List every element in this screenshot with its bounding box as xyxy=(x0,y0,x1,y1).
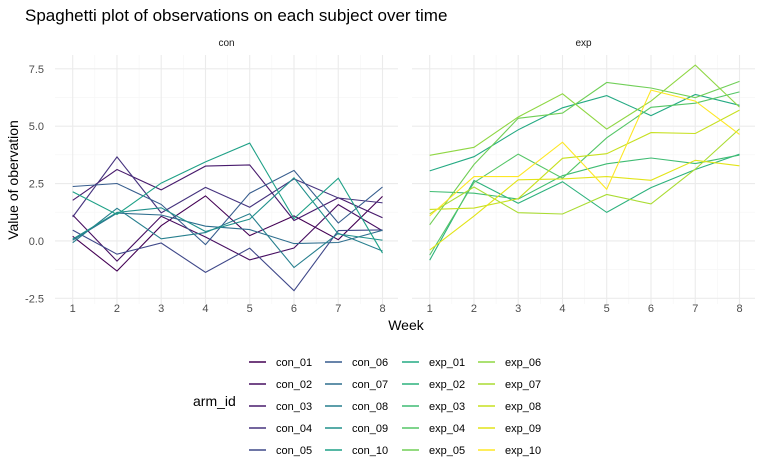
legend-item-exp-03: exp_03 xyxy=(402,401,465,413)
x-tick-label: 4 xyxy=(559,303,565,315)
legend-item-con-10: con_10 xyxy=(325,445,388,457)
panel-background xyxy=(55,55,398,304)
series-line-con-06 xyxy=(72,169,383,246)
x-tick-label: 8 xyxy=(736,303,742,315)
legend-title: arm_id xyxy=(193,393,236,409)
legend-item-con-05: con_05 xyxy=(249,445,312,457)
x-tick-label: 3 xyxy=(158,303,164,315)
x-tick-label: 5 xyxy=(247,303,253,315)
legend-label: exp_08 xyxy=(505,401,541,413)
series-line-exp-10 xyxy=(429,89,740,217)
legend-label: con_01 xyxy=(276,357,312,369)
y-axis-title: Value of obervation xyxy=(5,120,21,240)
legend-label: exp_03 xyxy=(429,401,465,413)
y-tick-label: 2.5 xyxy=(29,179,44,191)
facet-panel-exp: exp 1 2 3 4 5 6 7 8 xyxy=(412,38,755,315)
series-line-exp-04 xyxy=(429,91,740,256)
legend-item-exp-02: exp_02 xyxy=(402,379,465,391)
legend-label: con_08 xyxy=(352,401,388,413)
legend-label: con_06 xyxy=(352,357,388,369)
y-axis-tick-labels: -2.5 0.0 2.5 5.0 7.5 xyxy=(25,64,44,305)
x-axis-title: Week xyxy=(388,317,425,333)
y-tick-label: 0.0 xyxy=(29,236,44,248)
series-line-con-04 xyxy=(72,155,383,218)
x-tick-label: 8 xyxy=(379,303,385,315)
legend-label: con_03 xyxy=(276,401,312,413)
facet-panels: con 1 2 3 4 5 6 7 8 exp 1 2 3 4 5 6 7 8 xyxy=(55,38,755,315)
legend-item-con-02: con_02 xyxy=(249,379,312,391)
legend-label: exp_07 xyxy=(505,379,541,391)
legend-item-con-07: con_07 xyxy=(325,379,388,391)
facet-panel-con: con 1 2 3 4 5 6 7 8 xyxy=(55,38,398,315)
legend-item-exp-06: exp_06 xyxy=(478,357,541,369)
legend-label: con_07 xyxy=(352,379,388,391)
legend-item-exp-04: exp_04 xyxy=(402,423,465,435)
x-tick-label: 6 xyxy=(648,303,654,315)
legend-label: exp_04 xyxy=(429,423,465,435)
facet-strip-label: con xyxy=(218,38,234,49)
series-line-con-03 xyxy=(72,164,383,222)
legend-item-exp-10: exp_10 xyxy=(478,445,541,457)
legend-label: con_02 xyxy=(276,379,312,391)
legend-label: exp_02 xyxy=(429,379,465,391)
x-tick-label: 1 xyxy=(427,303,433,315)
legend-label: con_10 xyxy=(352,445,388,457)
legend-label: con_04 xyxy=(276,423,312,435)
series-line-exp-02 xyxy=(429,153,740,261)
legend-item-con-03: con_03 xyxy=(249,401,312,413)
legend-item-exp-07: exp_07 xyxy=(478,379,541,391)
x-tick-label: 5 xyxy=(604,303,610,315)
series-line-con-01 xyxy=(72,195,383,272)
y-tick-label: -2.5 xyxy=(25,293,44,305)
x-tick-label: 2 xyxy=(114,303,120,315)
legend-item-con-06: con_06 xyxy=(325,357,388,369)
legend-item-con-09: con_09 xyxy=(325,423,388,435)
legend-label: exp_10 xyxy=(505,445,541,457)
facet-strip-label: exp xyxy=(575,38,592,49)
x-tick-label: 2 xyxy=(471,303,477,315)
legend-item-exp-08: exp_08 xyxy=(478,401,541,413)
x-tick-label: 7 xyxy=(692,303,698,315)
series-line-exp-09 xyxy=(429,159,740,251)
legend-item-exp-09: exp_09 xyxy=(478,423,541,435)
y-tick-label: 5.0 xyxy=(29,121,44,133)
legend-item-exp-05: exp_05 xyxy=(402,445,465,457)
legend-label: con_09 xyxy=(352,423,388,435)
series-line-exp-08 xyxy=(429,109,740,210)
series-line-con-10 xyxy=(72,142,383,254)
legend-label: exp_05 xyxy=(429,445,465,457)
series-line-exp-07 xyxy=(429,128,740,215)
legend-item-con-08: con_08 xyxy=(325,401,388,413)
legend-item-exp-01: exp_01 xyxy=(402,357,465,369)
x-tick-label: 6 xyxy=(291,303,297,315)
series-line-exp-06 xyxy=(429,64,740,156)
series-line-exp-01 xyxy=(429,93,740,172)
x-tick-label: 3 xyxy=(515,303,521,315)
x-tick-label: 4 xyxy=(202,303,208,315)
plot-title: Spaghetti plot of observations on each s… xyxy=(25,6,447,25)
y-tick-label: 7.5 xyxy=(29,64,44,76)
legend-label: exp_09 xyxy=(505,423,541,435)
x-tick-label: 1 xyxy=(70,303,76,315)
series-line-exp-05 xyxy=(429,80,740,226)
series-line-con-09 xyxy=(72,176,383,241)
legend-item-con-01: con_01 xyxy=(249,357,312,369)
legend-label: exp_06 xyxy=(505,357,541,369)
series-line-con-08 xyxy=(72,207,383,269)
series-line-exp-03 xyxy=(429,154,740,200)
series-line-con-02 xyxy=(72,203,383,262)
legend-label: con_05 xyxy=(276,445,312,457)
legend-label: exp_01 xyxy=(429,357,465,369)
legend-item-con-04: con_04 xyxy=(249,423,312,435)
legend: arm_id con_01 con_02 con_03 con_04 con_05 con… xyxy=(193,357,541,457)
x-tick-label: 7 xyxy=(335,303,341,315)
series-line-con-05 xyxy=(72,229,383,292)
